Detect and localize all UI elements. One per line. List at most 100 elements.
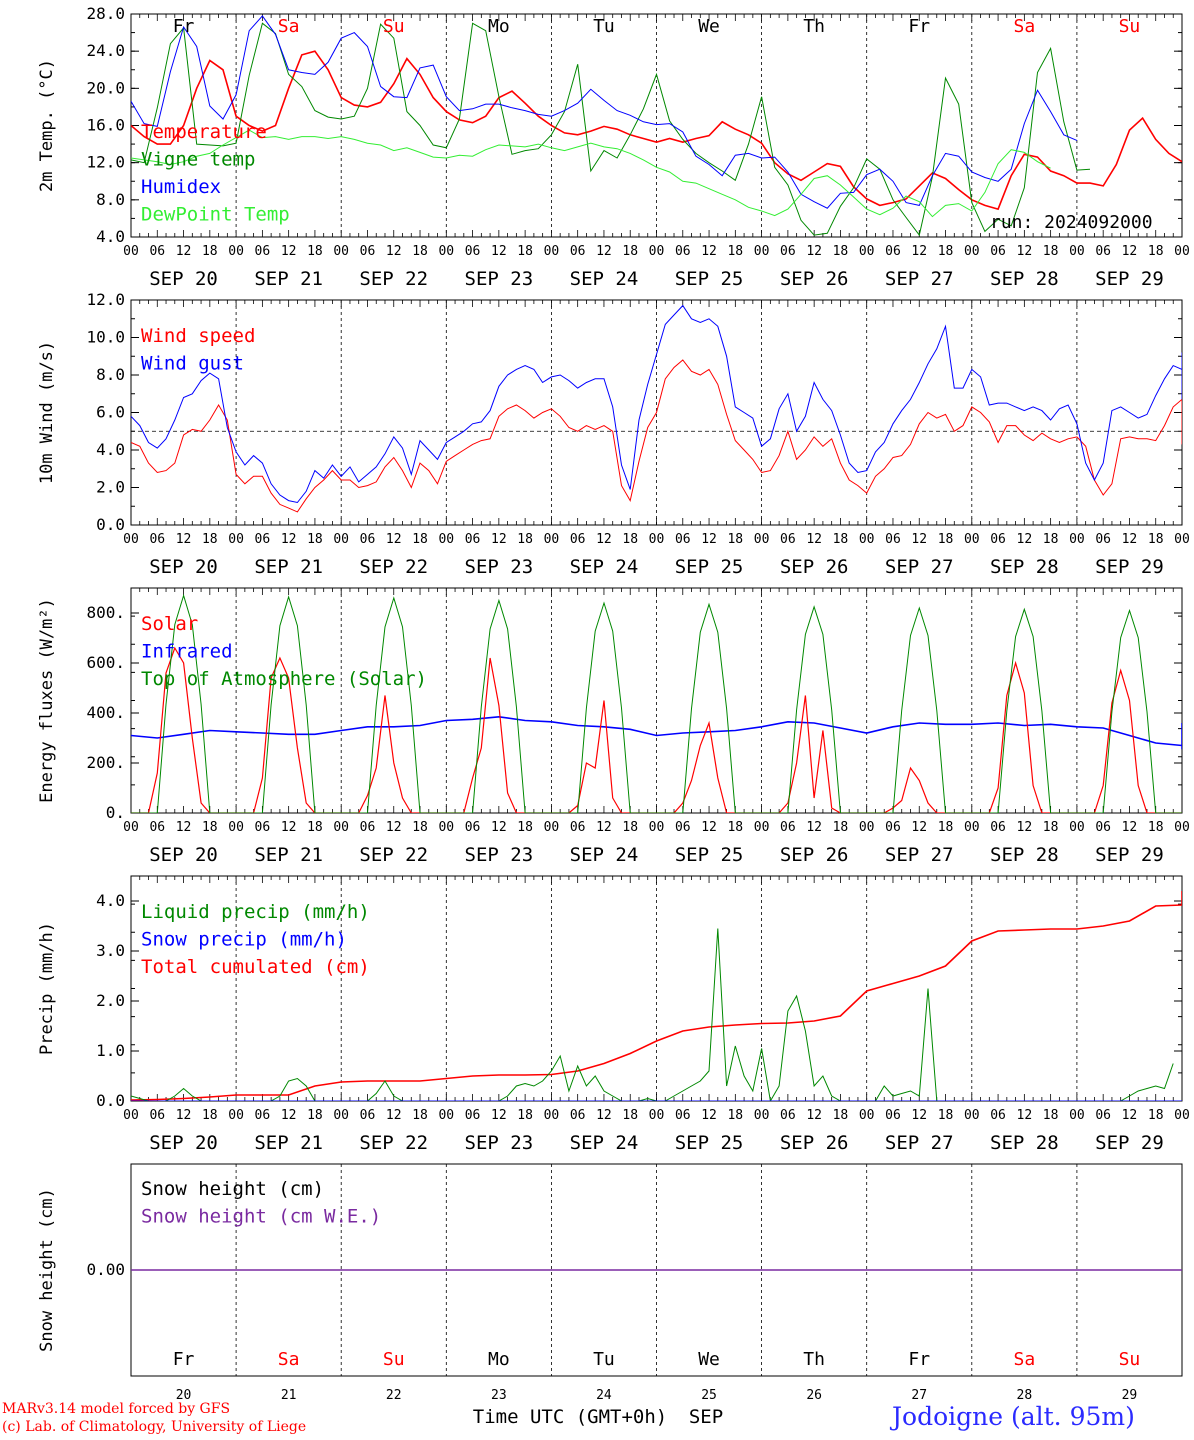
series-top-of-atmosphere-solar- — [131, 593, 1182, 813]
x-date-label: SEP 26 — [780, 556, 849, 578]
y-axis-label: Energy fluxes (W/m²) — [37, 598, 57, 803]
credit-line-2: (c) Lab. of Climatology, University of L… — [2, 1419, 307, 1435]
series-solar — [131, 646, 1182, 813]
day-name: Sa — [1014, 16, 1036, 37]
x-hour-label: 18 — [727, 1108, 743, 1123]
x-date-label: SEP 25 — [675, 1132, 744, 1154]
y-tick-label: 1.0 — [96, 1041, 125, 1060]
x-hour-label: 00 — [1069, 532, 1085, 547]
x-hour-label: 12 — [596, 532, 612, 547]
x-hour-label: 06 — [255, 532, 271, 547]
series-total-cumulated-cm- — [131, 891, 1182, 1101]
x-date-label: SEP 27 — [885, 556, 954, 578]
x-hour-label: 00 — [123, 820, 139, 835]
y-axis-label: Precip (mm/h) — [37, 922, 57, 1055]
x-hour-label: 06 — [149, 820, 165, 835]
x-hour-label: 00 — [123, 1108, 139, 1123]
panel-3: 0. 200. 400. 600. 800. Energy fluxes (W/m²) So… — [37, 587, 1190, 866]
x-hour-label: 18 — [307, 532, 323, 547]
x-hour-label: 00 — [123, 244, 139, 259]
y-tick-label: 24.0 — [86, 41, 125, 60]
y-tick-label: 4.0 — [96, 891, 125, 910]
legend-entry: Vigne temp — [141, 149, 255, 171]
x-hour-label: 06 — [360, 532, 376, 547]
day-number: 26 — [806, 1388, 822, 1403]
y-tick-label: 16.0 — [86, 116, 125, 135]
x-date-label: SEP 27 — [885, 268, 954, 290]
x-hour-label: 06 — [1095, 1108, 1111, 1123]
x-date-label: SEP 28 — [990, 844, 1059, 866]
day-name: Mo — [488, 1349, 510, 1370]
panel-5: 0.00 Snow height (cm) Snow height (cm) Snow… — [37, 1163, 1183, 1377]
x-hour-label: 18 — [307, 244, 323, 259]
x-hour-label: 12 — [176, 244, 192, 259]
legend-entry: Snow height (cm W.E.) — [141, 1206, 381, 1228]
x-hour-label: 06 — [360, 1108, 376, 1123]
model-credit: MARv3.14 model forced by GFS (c) Lab. of… — [2, 1400, 306, 1436]
x-hour-label: 12 — [281, 532, 297, 547]
y-tick-label: 400. — [86, 703, 125, 722]
x-hour-label: 18 — [938, 532, 954, 547]
x-date-label: SEP 29 — [1095, 268, 1164, 290]
x-hour-label: 06 — [1095, 820, 1111, 835]
x-date-label: SEP 24 — [570, 268, 639, 290]
x-hour-label: 00 — [228, 532, 244, 547]
x-hour-label: 12 — [911, 532, 927, 547]
legend-entry: Infrared — [141, 641, 233, 663]
day-name: We — [698, 1349, 720, 1370]
x-date-label: SEP 27 — [885, 844, 954, 866]
x-date-label: SEP 23 — [465, 844, 534, 866]
day-name: Fr — [908, 1349, 930, 1370]
x-hour-label: 18 — [938, 1108, 954, 1123]
x-date-label: SEP 29 — [1095, 556, 1164, 578]
x-date-label: SEP 28 — [990, 556, 1059, 578]
x-hour-label: 00 — [544, 820, 560, 835]
x-hour-label: 18 — [727, 820, 743, 835]
day-name: Fr — [908, 16, 930, 37]
x-hour-label: 00 — [1174, 820, 1190, 835]
legend-entry: Solar — [141, 613, 198, 635]
x-hour-label: 12 — [701, 532, 717, 547]
x-hour-label: 00 — [438, 532, 454, 547]
day-name: Sa — [1014, 1349, 1036, 1370]
x-hour-label: 18 — [307, 820, 323, 835]
y-axis-label: Snow height (cm) — [37, 1188, 57, 1352]
x-hour-label: 12 — [701, 244, 717, 259]
y-tick-label: 8.0 — [96, 365, 125, 384]
x-hour-label: 06 — [465, 1108, 481, 1123]
x-hour-label: 12 — [386, 820, 402, 835]
panel-4: 0.0 1.0 2.0 3.0 4.0 Precip (mm/h) Liquid preci… — [37, 875, 1190, 1154]
x-date-label: SEP 25 — [675, 268, 744, 290]
x-hour-label: 12 — [1122, 244, 1138, 259]
x-hour-label: 06 — [255, 820, 271, 835]
x-date-label: SEP 22 — [359, 844, 428, 866]
x-hour-label: 00 — [438, 1108, 454, 1123]
x-hour-label: 06 — [675, 1108, 691, 1123]
y-tick-label: 2.0 — [96, 991, 125, 1010]
series-dewpoint-temp — [131, 129, 1051, 218]
x-date-label: SEP 20 — [149, 844, 218, 866]
x-hour-label: 00 — [649, 1108, 665, 1123]
x-hour-label: 00 — [333, 820, 349, 835]
day-number: 21 — [281, 1388, 297, 1403]
x-hour-label: 00 — [754, 244, 770, 259]
day-name: We — [698, 16, 720, 37]
x-hour-label: 12 — [491, 1108, 507, 1123]
series-liquid-precip-mm-h- — [131, 928, 1174, 1101]
x-hour-label: 18 — [833, 820, 849, 835]
x-date-label: SEP 24 — [570, 556, 639, 578]
x-hour-label: 12 — [491, 532, 507, 547]
x-hour-label: 00 — [754, 532, 770, 547]
legend-entry: Liquid precip (mm/h) — [141, 901, 370, 923]
x-hour-label: 06 — [990, 820, 1006, 835]
day-number: 27 — [911, 1388, 927, 1403]
x-hour-label: 12 — [386, 1108, 402, 1123]
x-hour-label: 06 — [990, 244, 1006, 259]
x-hour-label: 00 — [964, 820, 980, 835]
y-tick-label: 20.0 — [86, 78, 125, 97]
plot-frame — [130, 587, 1183, 814]
x-hour-label: 12 — [596, 244, 612, 259]
x-hour-label: 12 — [491, 244, 507, 259]
x-hour-label: 12 — [1017, 820, 1033, 835]
x-hour-label: 00 — [544, 1108, 560, 1123]
